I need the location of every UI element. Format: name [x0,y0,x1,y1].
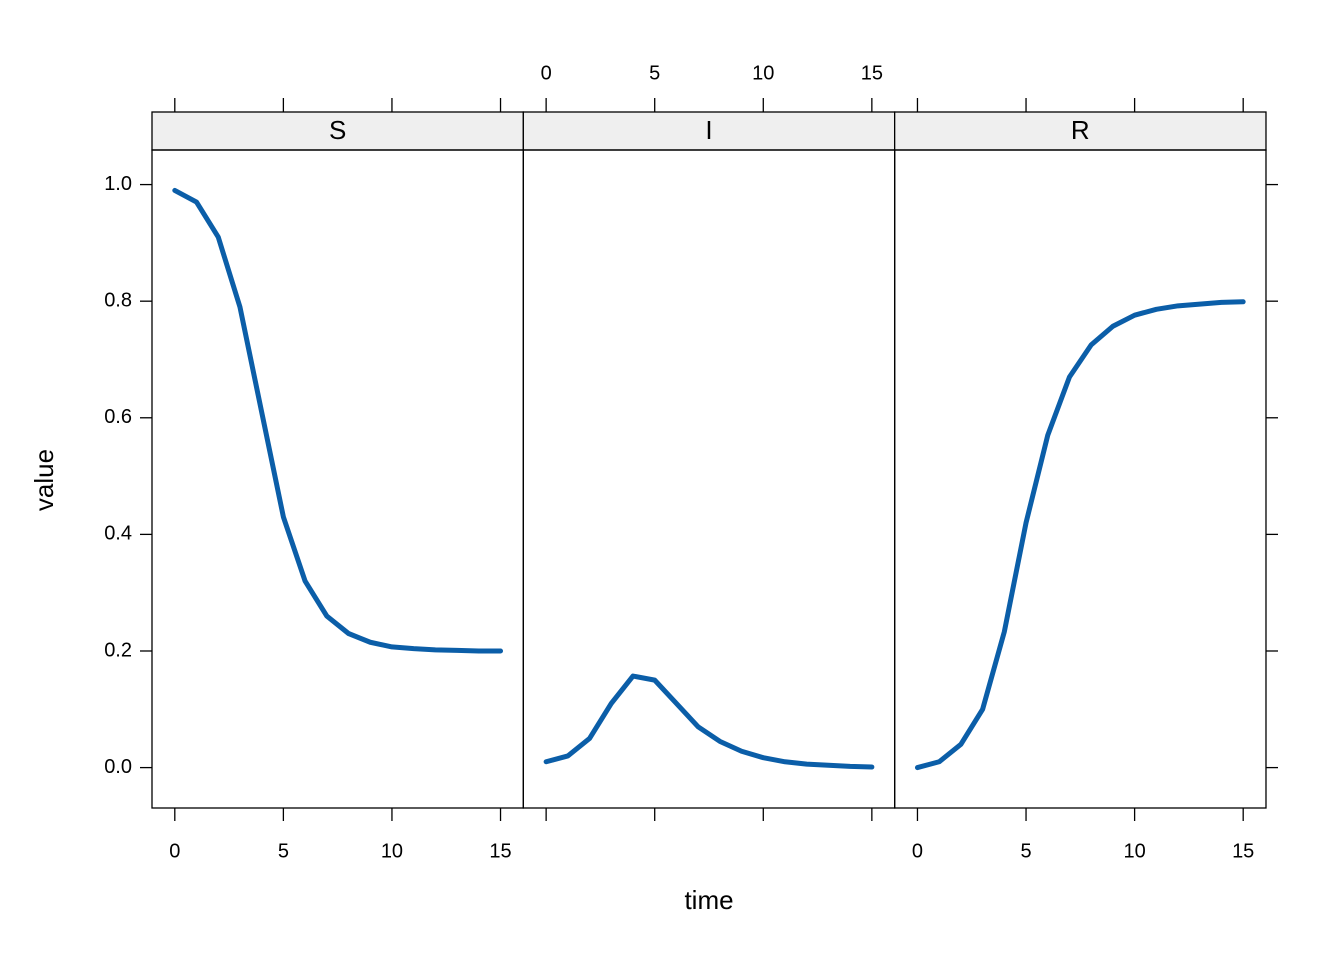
x-tick-label: 10 [381,840,403,862]
x-axis-title: time [684,885,733,915]
y-tick-label: 0.8 [104,289,132,311]
x-tick-label: 10 [752,62,774,84]
series-line [543,673,875,770]
x-tick-label: 0 [912,840,923,862]
x-tick-label: 5 [649,62,660,84]
strip-label: I [705,115,712,145]
x-tick-label: 10 [1123,840,1145,862]
y-tick-label: 0.6 [104,406,132,428]
panel [151,149,524,809]
y-tick-label: 0.0 [104,756,132,778]
x-tick-label: 5 [278,840,289,862]
y-tick-label: 1.0 [104,173,132,195]
strip [151,111,524,151]
y-tick-label: 0.4 [104,523,132,545]
x-tick-label: 5 [1020,840,1031,862]
x-tick-label: 15 [1232,840,1254,862]
series-line [172,187,504,654]
series-line [914,299,1246,771]
panel [894,149,1267,809]
strip-label: S [329,115,346,145]
y-tick-label: 0.2 [104,639,132,661]
x-tick-label: 15 [861,62,883,84]
strip-label: R [1071,115,1090,145]
y-axis-title: value [29,449,59,511]
strip [522,111,896,151]
x-tick-label: 0 [541,62,552,84]
panel [522,149,896,809]
x-tick-label: 15 [489,840,511,862]
x-tick-label: 0 [169,840,180,862]
